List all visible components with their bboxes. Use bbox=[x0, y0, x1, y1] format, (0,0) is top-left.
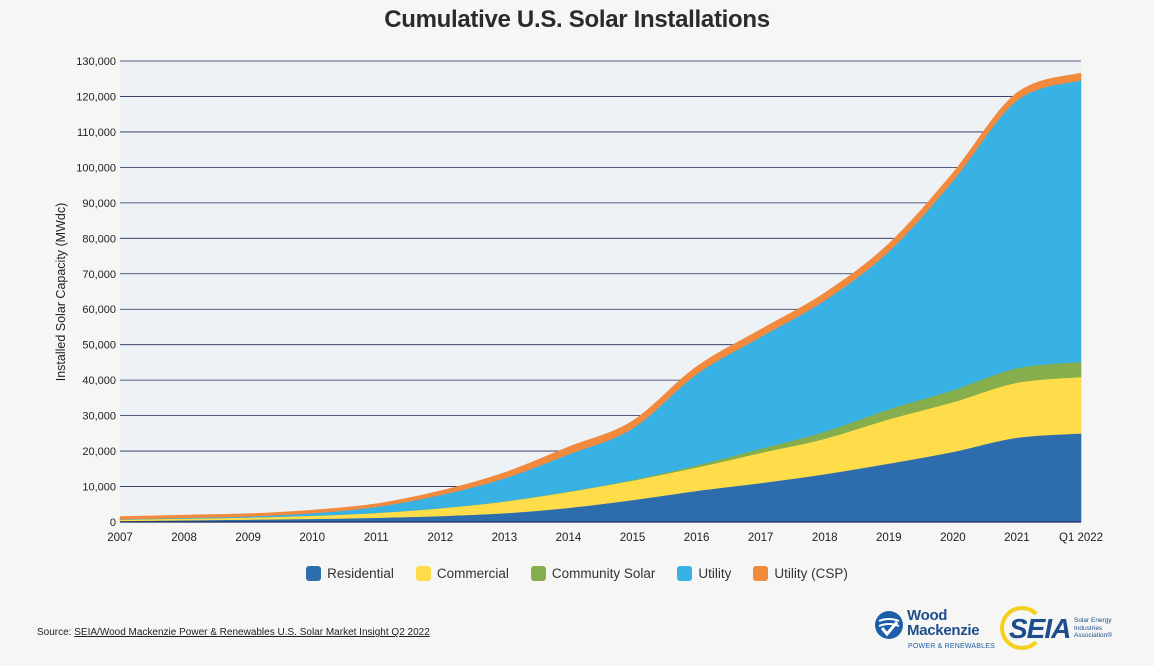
seia-logo: SEIA Solar Energy Industries Association… bbox=[1000, 606, 1150, 656]
chart-title: Cumulative U.S. Solar Installations bbox=[384, 6, 770, 33]
legend-item-utility: Utility bbox=[677, 566, 731, 581]
seia-wordmark: SEIA bbox=[1009, 613, 1071, 644]
y-tick-label: 80,000 bbox=[82, 233, 116, 245]
y-tick-label: 110,000 bbox=[77, 127, 116, 139]
x-tick-label: 2015 bbox=[620, 532, 646, 544]
legend-swatch-community-solar bbox=[530, 566, 546, 581]
x-tick-label: 2007 bbox=[107, 532, 133, 544]
wood-mackenzie-name: Wood Mackenzie bbox=[907, 607, 980, 639]
y-tick-label: 100,000 bbox=[76, 162, 116, 174]
y-tick-label: 60,000 bbox=[82, 304, 116, 316]
wood-mackenzie-emblem-icon bbox=[875, 611, 903, 639]
legend-item-commercial: Commercial bbox=[415, 566, 509, 581]
legend-swatch-commercial bbox=[415, 566, 431, 581]
legend-label-community-solar: Community Solar bbox=[551, 566, 656, 581]
area-series-group bbox=[119, 72, 1082, 523]
x-tick-label: 2020 bbox=[940, 532, 966, 544]
y-tick-label: 120,000 bbox=[76, 91, 116, 103]
seia-sun-ring-icon bbox=[1000, 606, 1044, 650]
x-tick-label: 2018 bbox=[812, 532, 838, 544]
y-tick-label: 40,000 bbox=[82, 375, 116, 387]
area-utility-csp-edge bbox=[119, 72, 1082, 520]
y-tick-label: 30,000 bbox=[82, 411, 116, 423]
wood-mackenzie-subtitle: POWER & RENEWABLES bbox=[908, 643, 995, 650]
legend-swatch-residential bbox=[306, 566, 322, 581]
chart-svg: 0 10,000 20,000 30,000 40,000 50,000 60,000 70,… bbox=[54, 56, 1103, 544]
legend-item-residential: Residential bbox=[306, 566, 394, 581]
y-axis-label: Installed Solar Capacity (MWdc) bbox=[54, 203, 68, 382]
x-tick-label: 2014 bbox=[556, 532, 582, 544]
source-note: Source: SEIA/Wood Mackenzie Power & Rene… bbox=[37, 627, 430, 638]
x-tick-label: 2017 bbox=[748, 532, 774, 544]
legend-swatch-utility bbox=[677, 566, 693, 581]
x-tick-label: 2011 bbox=[364, 532, 389, 544]
wood-mackenzie-name-line2: Mackenzie bbox=[907, 622, 980, 639]
axis-group: 0 10,000 20,000 30,000 40,000 50,000 60,000 70,… bbox=[76, 56, 1103, 544]
wood-mackenzie-name-line1: Wood bbox=[907, 607, 948, 624]
legend-label-utility-csp: Utility (CSP) bbox=[774, 566, 848, 581]
y-tick-label: 130,000 bbox=[76, 56, 116, 68]
x-tick-label: Q1 2022 bbox=[1059, 532, 1103, 544]
x-tick-label: 2016 bbox=[684, 532, 710, 544]
legend-swatch-utility-csp bbox=[753, 566, 769, 581]
legend-item-utility-csp: Utility (CSP) bbox=[753, 566, 848, 581]
legend-label-commercial: Commercial bbox=[436, 566, 509, 581]
seia-subtitle: Solar Energy Industries Association® bbox=[1074, 617, 1113, 639]
x-tick-label: 2019 bbox=[876, 532, 902, 544]
y-tick-label: 0 bbox=[110, 517, 116, 529]
x-tick-label: 2012 bbox=[428, 532, 454, 544]
y-tick-label: 70,000 bbox=[82, 269, 116, 281]
y-tick-label: 90,000 bbox=[82, 198, 116, 210]
y-tick-label: 10,000 bbox=[82, 482, 116, 494]
legend-item-community-solar: Community Solar bbox=[530, 566, 656, 581]
legend-label-utility: Utility bbox=[698, 566, 732, 581]
wood-mackenzie-logo: Wood Mackenzie POWER & RENEWABLES bbox=[874, 607, 995, 656]
y-tick-label: 50,000 bbox=[82, 340, 116, 352]
x-tick-label: 2021 bbox=[1004, 532, 1030, 544]
x-tick-label: 2010 bbox=[299, 532, 325, 544]
x-tick-label: 2009 bbox=[235, 532, 261, 544]
y-tick-label: 20,000 bbox=[82, 446, 116, 458]
legend-label-residential: Residential bbox=[327, 566, 394, 581]
x-tick-label: 2013 bbox=[492, 532, 518, 544]
source-prefix: Source: bbox=[37, 627, 75, 638]
source-link[interactable]: SEIA/Wood Mackenzie Power & Renewables U… bbox=[74, 627, 430, 638]
x-tick-label: 2008 bbox=[171, 532, 197, 544]
legend: Residential Commercial Community Solar U… bbox=[0, 566, 1154, 581]
